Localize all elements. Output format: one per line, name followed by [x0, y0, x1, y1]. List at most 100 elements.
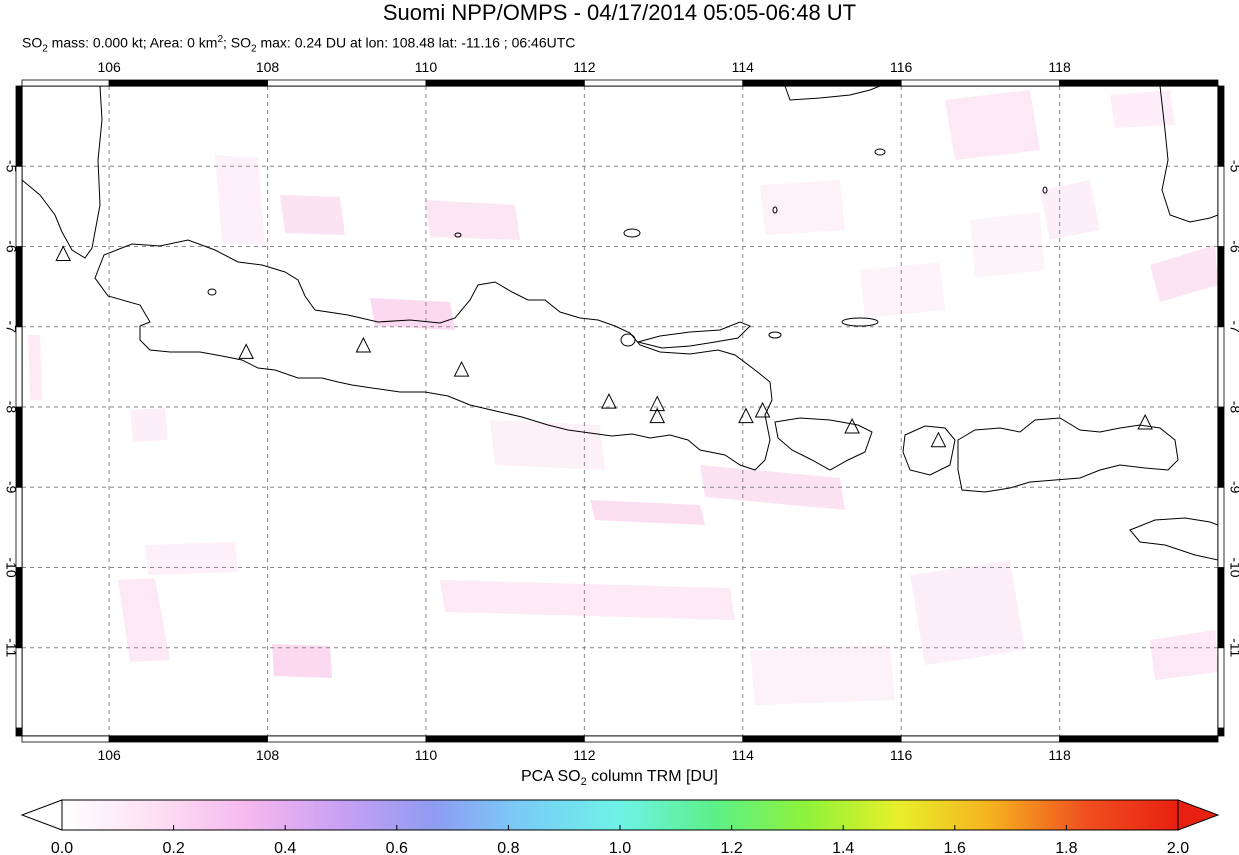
triangle-icon-4	[601, 393, 617, 409]
frame-bar-lat	[15, 486, 23, 568]
frame-bar-lat	[1217, 406, 1225, 488]
frame-bar-lon	[583, 79, 744, 87]
frame-bar-lon	[900, 79, 1060, 87]
lon-tick-label-bottom-6: 118	[1048, 747, 1071, 763]
frame-bar-lat	[1217, 486, 1225, 568]
frame-bar-lat	[15, 406, 23, 488]
lon-tick-label-top-1: 108	[256, 59, 280, 75]
frame-bar-lon	[21, 735, 110, 743]
frame-bar-lat	[1217, 165, 1225, 247]
triangle-icon-11	[1137, 413, 1153, 430]
triangle-icon-7	[738, 407, 754, 424]
frame-bar-lon	[425, 735, 585, 743]
axis-tick-labels: 106 106 108 108 110 110 112 112 114 114 116 116 118 1…	[3, 59, 1239, 763]
frame-bar-lat	[1217, 647, 1225, 729]
lat-tick-label-left-2: -7	[3, 321, 19, 334]
lat-tick-label-left-0: -5	[3, 160, 19, 173]
frame-bar-lat	[15, 647, 23, 729]
lat-tick-label-right-3: -8	[1227, 401, 1239, 414]
lat-tick-label-right-1: -6	[1227, 240, 1239, 253]
colorbar-tick-label-7: 1.4	[832, 840, 854, 855]
triangle-icon-0	[55, 245, 71, 262]
frame-bar-lat	[1217, 326, 1225, 408]
colorbar: 0.0 0.2 0.4 0.6 0.8 1.0 1.2 1.4 1.6 1.8 2.0	[20, 799, 1220, 855]
lat-tick-label-right-5: -10	[1227, 557, 1239, 577]
triangle-icon-8	[754, 401, 771, 418]
lon-tick-label-bottom-5: 116	[890, 747, 913, 763]
lat-tick-label-left-4: -9	[3, 481, 19, 494]
frame-bar-lon	[108, 735, 268, 743]
colorbar-tick-label-0: 0.0	[51, 840, 73, 855]
borneo-coastline	[784, 86, 881, 101]
lat-tick-label-left-6: -11	[3, 638, 19, 657]
lon-tick-label-top-0: 106	[97, 59, 121, 75]
frame-bar-lon	[267, 79, 427, 87]
sulawesi-coastline	[1159, 86, 1218, 223]
map-area[interactable]	[22, 86, 1218, 736]
frame-bar-lon	[742, 735, 902, 743]
frame-bar-lon	[108, 79, 268, 87]
sumbawa-coastline	[957, 417, 1179, 493]
colorbar-title: PCA SO2 column TRM [DU]	[521, 768, 718, 789]
lat-tick-label-right-4: -9	[1227, 481, 1239, 494]
so2-summary: SO2 mass: 0.000 kt; Area: 0 km2; SO2 max…	[22, 34, 576, 55]
lat-tick-label-right-6: -11	[1227, 638, 1239, 657]
sumba-coastline	[1129, 517, 1218, 561]
triangle-icon-9	[844, 417, 860, 434]
frame-bar-lat	[15, 727, 23, 737]
frame-bar-lon	[1059, 79, 1219, 87]
triangle-icon-6	[649, 407, 666, 424]
lon-tick-label-top-2: 110	[415, 59, 438, 75]
colorbar-tick-label-6: 1.2	[720, 840, 742, 855]
frame-bar-lat	[1217, 246, 1225, 328]
triangle-icon-10	[930, 431, 947, 448]
map-title: Suomi NPP/OMPS - 04/17/2014 05:05-06:48 …	[382, 0, 857, 25]
lon-tick-label-top-5: 116	[890, 59, 913, 75]
lat-tick-label-left-3: -8	[3, 401, 19, 414]
lon-tick-label-bottom-3: 112	[573, 747, 596, 763]
lon-tick-label-bottom-4: 114	[732, 747, 755, 763]
frame-bar-lat	[15, 326, 23, 408]
lon-tick-label-bottom-2: 110	[415, 747, 438, 763]
frame-bar-lon	[1059, 735, 1219, 743]
colorbar-min-arrow	[20, 799, 63, 831]
colorbar-max-arrow	[1177, 799, 1220, 831]
triangle-icon-2	[355, 336, 372, 353]
colorbar-tick-label-2: 0.4	[274, 840, 296, 855]
colorbar-tick-label-4: 0.8	[497, 840, 519, 855]
colorbar-tick-label-9: 1.8	[1055, 840, 1077, 855]
colorbar-tick-label-3: 0.6	[386, 840, 408, 855]
so2-swath-pixels	[28, 90, 1218, 705]
triangle-icon-3	[453, 360, 470, 377]
frame-bar-lat	[15, 85, 23, 167]
sumatra-coastline	[22, 86, 103, 259]
lat-tick-label-left-5: -10	[3, 557, 19, 577]
madura-coastline	[636, 321, 751, 349]
frame-bar-lon	[21, 79, 110, 87]
bali-coastline	[774, 417, 873, 471]
frame-bar-lon	[267, 735, 427, 743]
lon-tick-label-top-3: 112	[573, 59, 596, 75]
frame-bar-lat	[1217, 85, 1225, 167]
frame-bar-lat	[15, 165, 23, 247]
volcano-markers	[55, 245, 1153, 448]
colorbar-tick-label-1: 0.2	[162, 840, 184, 855]
frame-bar-lon	[742, 79, 902, 87]
coastlines	[22, 86, 1218, 561]
java-coastline	[94, 239, 773, 471]
triangle-icon-1	[238, 343, 254, 359]
frame-bar-lat	[1217, 567, 1225, 649]
frame-bar-lat	[15, 567, 23, 649]
frame-bar-lat	[15, 246, 23, 328]
lombok-coastline	[902, 425, 956, 476]
map-frame	[15, 79, 1225, 743]
lat-tick-label-right-0: -5	[1227, 160, 1239, 173]
lon-tick-label-top-6: 118	[1048, 59, 1071, 75]
lat-tick-label-right-2: -7	[1227, 321, 1239, 334]
colorbar-tick-label-8: 1.6	[944, 840, 966, 855]
frame-bar-lon	[900, 735, 1060, 743]
lon-tick-label-bottom-0: 106	[97, 747, 121, 763]
lon-tick-label-top-4: 114	[732, 59, 755, 75]
frame-bar-lon	[583, 735, 744, 743]
